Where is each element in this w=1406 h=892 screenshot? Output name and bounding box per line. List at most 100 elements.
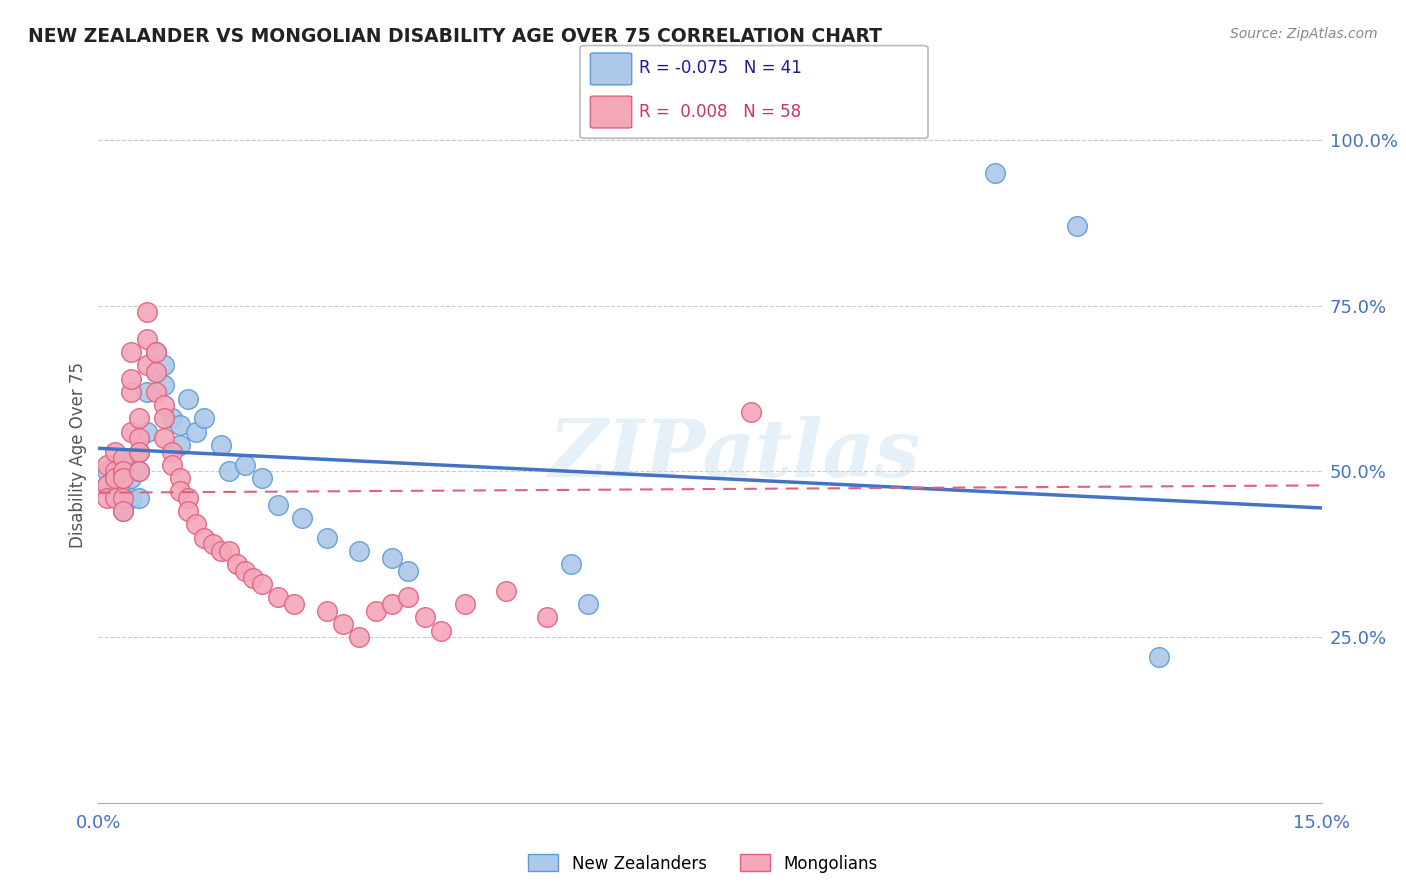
FancyBboxPatch shape <box>581 45 928 138</box>
Point <box>267 591 290 605</box>
Point <box>104 465 127 479</box>
Legend: New Zealanders, Mongolians: New Zealanders, Mongolians <box>522 847 884 880</box>
Point <box>128 444 150 458</box>
Point <box>120 345 142 359</box>
Point <box>186 425 208 439</box>
Point <box>145 345 167 359</box>
Text: NEW ZEALANDER VS MONGOLIAN DISABILITY AGE OVER 75 CORRELATION CHART: NEW ZEALANDER VS MONGOLIAN DISABILITY AG… <box>28 27 882 45</box>
Point <box>145 384 167 399</box>
Point <box>169 438 191 452</box>
Point <box>430 624 453 638</box>
Point <box>226 558 249 572</box>
Point <box>120 491 142 505</box>
Point <box>233 564 256 578</box>
Point <box>536 610 558 624</box>
Point <box>111 451 134 466</box>
Point <box>104 458 127 472</box>
Point <box>136 332 159 346</box>
Point <box>136 425 159 439</box>
Point <box>145 345 167 359</box>
Point <box>283 597 305 611</box>
Point <box>315 604 337 618</box>
Point <box>128 431 150 445</box>
Point <box>104 491 127 505</box>
Point <box>145 365 167 379</box>
Point <box>250 471 273 485</box>
Point <box>160 444 183 458</box>
Point <box>120 471 142 485</box>
Point <box>186 517 208 532</box>
Point <box>291 511 314 525</box>
Point <box>250 577 273 591</box>
Point <box>128 465 150 479</box>
Point <box>1147 650 1170 665</box>
Point <box>136 305 159 319</box>
Point <box>1066 219 1088 234</box>
Point <box>193 531 215 545</box>
Point <box>218 465 240 479</box>
Point <box>111 465 134 479</box>
Point <box>495 583 517 598</box>
Point <box>218 544 240 558</box>
Point <box>332 616 354 631</box>
Point <box>120 458 142 472</box>
Point <box>136 359 159 373</box>
Point <box>120 425 142 439</box>
Point <box>128 411 150 425</box>
Point <box>111 504 134 518</box>
Point <box>160 458 183 472</box>
Point <box>152 378 174 392</box>
Point <box>201 537 224 551</box>
Point <box>128 491 150 505</box>
Point <box>560 558 582 572</box>
Point <box>381 550 404 565</box>
Point <box>740 405 762 419</box>
Point <box>209 544 232 558</box>
Point <box>111 491 134 505</box>
Point <box>193 411 215 425</box>
Text: R = -0.075   N = 41: R = -0.075 N = 41 <box>638 60 801 78</box>
Point <box>111 451 134 466</box>
Text: ZIPatlas: ZIPatlas <box>548 417 921 493</box>
Point <box>152 411 174 425</box>
Point <box>136 384 159 399</box>
Point <box>152 431 174 445</box>
Point <box>96 477 118 491</box>
Point <box>169 471 191 485</box>
Point <box>396 591 419 605</box>
Point <box>364 604 387 618</box>
Y-axis label: Disability Age Over 75: Disability Age Over 75 <box>69 362 87 548</box>
Point <box>267 498 290 512</box>
Point <box>96 458 118 472</box>
Point <box>96 477 118 491</box>
Point <box>233 458 256 472</box>
Point <box>96 491 118 505</box>
Point <box>111 504 134 518</box>
Point <box>576 597 599 611</box>
Point <box>96 465 118 479</box>
Point <box>111 471 134 485</box>
Point <box>454 597 477 611</box>
FancyBboxPatch shape <box>591 96 631 128</box>
Point <box>413 610 436 624</box>
Point <box>315 531 337 545</box>
Point <box>152 398 174 412</box>
Point <box>145 365 167 379</box>
Point <box>242 570 264 584</box>
Point <box>177 504 200 518</box>
Point <box>381 597 404 611</box>
Point <box>128 465 150 479</box>
Point <box>120 384 142 399</box>
Point <box>111 491 134 505</box>
Point <box>169 484 191 499</box>
Point <box>209 438 232 452</box>
Point <box>349 630 371 644</box>
Text: Source: ZipAtlas.com: Source: ZipAtlas.com <box>1230 27 1378 41</box>
Point <box>177 491 200 505</box>
Point <box>152 359 174 373</box>
Point <box>128 444 150 458</box>
FancyBboxPatch shape <box>591 53 631 85</box>
Point <box>349 544 371 558</box>
Point <box>160 411 183 425</box>
Point <box>169 418 191 433</box>
